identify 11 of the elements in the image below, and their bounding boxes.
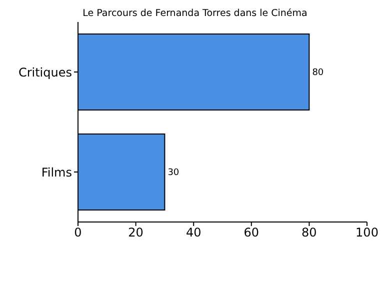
- x-tick-label: 80: [302, 226, 317, 240]
- x-tick-label: 40: [186, 226, 202, 240]
- x-tick-label: 0: [74, 226, 82, 240]
- data-label: 30: [168, 168, 180, 178]
- y-tick-label: Critiques: [18, 65, 72, 80]
- chart-title: Le Parcours de Fernanda Torres dans le Cinéma: [82, 8, 308, 19]
- y-tick-label: Films: [41, 165, 72, 180]
- x-tick-label: 20: [128, 226, 144, 240]
- x-tick-label: 100: [356, 226, 378, 240]
- x-tick-label: 60: [244, 226, 260, 240]
- data-label: 80: [312, 68, 324, 78]
